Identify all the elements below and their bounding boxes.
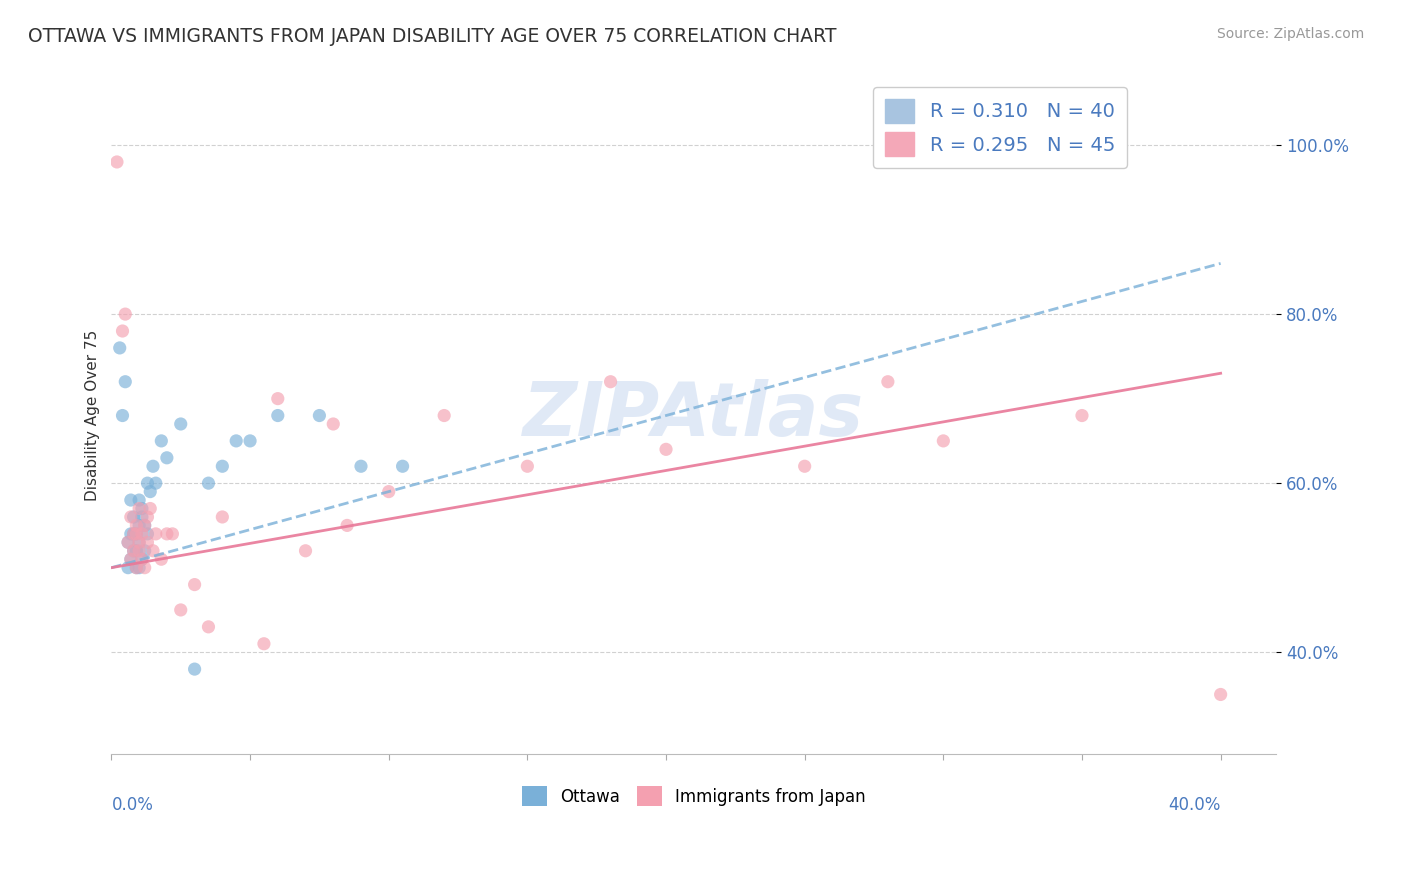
Point [156,450,179,465]
Point [134,543,156,558]
Point [120,510,142,524]
Point [117,560,139,574]
Point [125,560,148,574]
Point [145,476,167,491]
Point [120,527,142,541]
Point [125,527,148,541]
Point [162,527,184,541]
Point [122,543,145,558]
Point [170,603,193,617]
Point [183,662,205,676]
Point [433,409,456,423]
Point [197,476,219,491]
Point [134,560,156,574]
Point [170,417,193,431]
Point [128,501,150,516]
Point [114,307,136,321]
Point [128,535,150,549]
Point [655,442,678,457]
Text: Source: ZipAtlas.com: Source: ZipAtlas.com [1216,27,1364,41]
Point [122,543,145,558]
Point [128,518,150,533]
Point [131,501,153,516]
Point [120,552,142,566]
Text: 0.0%: 0.0% [111,796,153,814]
Point [128,493,150,508]
Point [125,527,148,541]
Point [114,375,136,389]
Point [239,434,262,448]
Point [122,510,145,524]
Point [156,527,179,541]
Point [131,510,153,524]
Point [516,459,538,474]
Point [350,459,373,474]
Point [122,527,145,541]
Point [131,552,153,566]
Point [793,459,815,474]
Point [142,543,165,558]
Point [131,552,153,566]
Point [117,535,139,549]
Point [117,535,139,549]
Text: ZIPAtlas: ZIPAtlas [523,379,865,452]
Point [294,543,316,558]
Point [128,535,150,549]
Point [111,409,134,423]
Point [108,341,131,355]
Point [134,518,156,533]
Point [139,501,162,516]
Point [377,484,399,499]
Point [876,375,898,389]
Point [1071,409,1094,423]
Point [211,510,233,524]
Point [125,543,148,558]
Point [211,459,233,474]
Text: 40.0%: 40.0% [1168,796,1220,814]
Point [253,637,276,651]
Point [136,510,159,524]
Legend: Ottawa, Immigrants from Japan: Ottawa, Immigrants from Japan [515,780,872,813]
Point [136,476,159,491]
Point [150,434,173,448]
Point [197,620,219,634]
Point [120,552,142,566]
Point [128,543,150,558]
Point [136,535,159,549]
Point [308,409,330,423]
Point [183,577,205,591]
Point [131,527,153,541]
Point [125,518,148,533]
Point [128,560,150,574]
Point [142,459,165,474]
Point [105,155,128,169]
Point [111,324,134,338]
Point [139,484,162,499]
Point [1209,688,1232,702]
Y-axis label: Disability Age Over 75: Disability Age Over 75 [86,330,100,501]
Point [267,409,290,423]
Point [150,552,173,566]
Point [134,518,156,533]
Point [599,375,621,389]
Point [120,493,142,508]
Point [322,417,344,431]
Point [932,434,955,448]
Point [122,527,145,541]
Point [391,459,413,474]
Point [136,527,159,541]
Point [336,518,359,533]
Point [225,434,247,448]
Point [267,392,290,406]
Point [145,527,167,541]
Text: OTTAWA VS IMMIGRANTS FROM JAPAN DISABILITY AGE OVER 75 CORRELATION CHART: OTTAWA VS IMMIGRANTS FROM JAPAN DISABILI… [28,27,837,45]
Point [125,560,148,574]
